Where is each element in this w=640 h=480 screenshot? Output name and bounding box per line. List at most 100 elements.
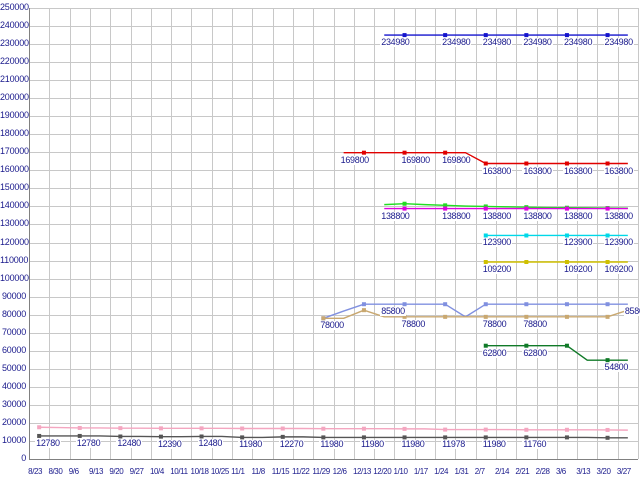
data-value-label: 138800 xyxy=(481,210,512,221)
data-value-label: 11760 xyxy=(522,439,548,450)
series-marker xyxy=(564,435,569,440)
series-marker xyxy=(483,435,488,440)
series-marker xyxy=(483,314,488,319)
series-marker xyxy=(402,201,407,206)
series-marker xyxy=(402,314,407,319)
grid-lines xyxy=(29,8,639,460)
x-axis-tick-label: 1/10 xyxy=(393,467,408,476)
series-marker xyxy=(605,427,610,432)
series-marker xyxy=(564,260,569,265)
series-marker xyxy=(443,302,448,307)
series-blue-top xyxy=(384,33,628,38)
data-value-label: 163800 xyxy=(481,165,512,176)
data-value-label: 234980 xyxy=(522,37,553,48)
x-axis-tick-label: 11/1 xyxy=(231,467,245,476)
series-marker xyxy=(524,260,529,265)
data-value-label: 234980 xyxy=(562,37,594,48)
series-marker xyxy=(37,425,42,430)
data-value-label: 12480 xyxy=(116,438,142,449)
data-value-label: 12780 xyxy=(35,437,61,448)
data-value-label: 163800 xyxy=(603,165,634,176)
data-value-label: 234980 xyxy=(380,37,411,48)
x-axis-tick-label: 10/18 xyxy=(190,467,209,476)
y-axis-tick-label: 210000 xyxy=(0,74,29,85)
y-axis-tick-label: 130000 xyxy=(0,218,29,229)
y-axis-tick-label: 0 xyxy=(21,453,26,463)
series-marker xyxy=(443,314,448,319)
series-marker xyxy=(483,161,488,166)
series-marker xyxy=(199,434,204,439)
data-value-label: 123900 xyxy=(603,237,634,248)
data-value-label: 123900 xyxy=(481,237,512,248)
y-axis-tick-label: 180000 xyxy=(0,128,29,139)
series-pink-base xyxy=(37,425,628,432)
data-value-label: 12780 xyxy=(75,437,102,448)
x-axis-tick-label: 2/28 xyxy=(535,467,550,476)
x-axis-tick-label: 3/13 xyxy=(576,467,591,476)
data-value-label: 138800 xyxy=(441,210,472,221)
series-marker xyxy=(564,302,569,307)
y-axis-tick-label: 230000 xyxy=(0,38,29,49)
data-value-label: 169800 xyxy=(400,154,431,165)
data-value-label: 138800 xyxy=(522,210,553,221)
y-axis-tick-label: 240000 xyxy=(0,20,29,31)
y-axis-tick-label: 110000 xyxy=(0,254,29,265)
x-axis-tick-label: 9/13 xyxy=(89,467,104,476)
y-axis-tick-label: 160000 xyxy=(0,164,29,175)
series-line xyxy=(39,435,628,439)
x-axis-tick-label: 10/11 xyxy=(170,467,188,476)
series-red xyxy=(343,150,628,166)
series-marker xyxy=(118,434,123,439)
data-value-label: 109200 xyxy=(481,264,512,274)
series-marker xyxy=(483,343,488,348)
series-marker xyxy=(321,316,326,321)
series-marker xyxy=(77,433,82,438)
series-marker xyxy=(361,435,366,440)
series-line xyxy=(485,345,628,361)
x-axis-tick-label: 2/7 xyxy=(474,467,485,476)
series-marker xyxy=(564,233,569,238)
series-magenta xyxy=(384,206,628,211)
y-axis-tick-label: 190000 xyxy=(0,110,29,121)
x-axis-tick-label: 8/23 xyxy=(28,467,43,476)
data-value-label: 169800 xyxy=(441,154,472,165)
series-marker xyxy=(564,206,569,211)
data-value-label: 163800 xyxy=(562,165,594,176)
series-marker xyxy=(483,33,488,38)
data-value-label: 12480 xyxy=(197,438,224,449)
series-marker xyxy=(240,426,245,431)
y-axis-tick-label: 10000 xyxy=(1,434,26,445)
y-axis-tick-label: 140000 xyxy=(0,200,29,211)
series-marker xyxy=(402,435,407,440)
x-axis-tick-label: 2/14 xyxy=(495,467,510,476)
series-tan xyxy=(321,308,629,321)
data-value-label: 78800 xyxy=(522,318,548,329)
x-axis-tick-label: 1/24 xyxy=(434,467,449,476)
series-marker xyxy=(443,203,448,208)
data-value-label: 85800 xyxy=(380,306,406,317)
series-cyan xyxy=(483,233,628,238)
series-marker xyxy=(443,427,448,432)
x-axis-tick-label: 10/25 xyxy=(210,467,229,476)
data-value-label: 234980 xyxy=(441,37,472,48)
data-value-label: 62800 xyxy=(522,347,548,358)
series-marker xyxy=(158,426,163,431)
x-axis-tick-label: 11/22 xyxy=(292,467,310,476)
series-line xyxy=(323,309,629,319)
data-value-label: 11980 xyxy=(359,439,385,450)
y-axis-tick-label: 200000 xyxy=(0,92,29,103)
series-marker xyxy=(199,426,204,431)
series-marker xyxy=(402,302,407,307)
series-marker xyxy=(605,233,610,238)
data-value-label: 11978 xyxy=(441,439,466,450)
y-axis-tick-label: 170000 xyxy=(0,146,29,157)
series-marker xyxy=(402,33,407,38)
x-axis-tick-label: 9/27 xyxy=(129,467,144,476)
series-marker xyxy=(402,426,407,431)
series-marker xyxy=(564,314,569,319)
series-marker xyxy=(483,204,488,209)
series-marker xyxy=(524,302,529,307)
y-axis-tick-label: 80000 xyxy=(1,308,26,319)
x-axis-tick-label: 1/31 xyxy=(454,467,469,476)
